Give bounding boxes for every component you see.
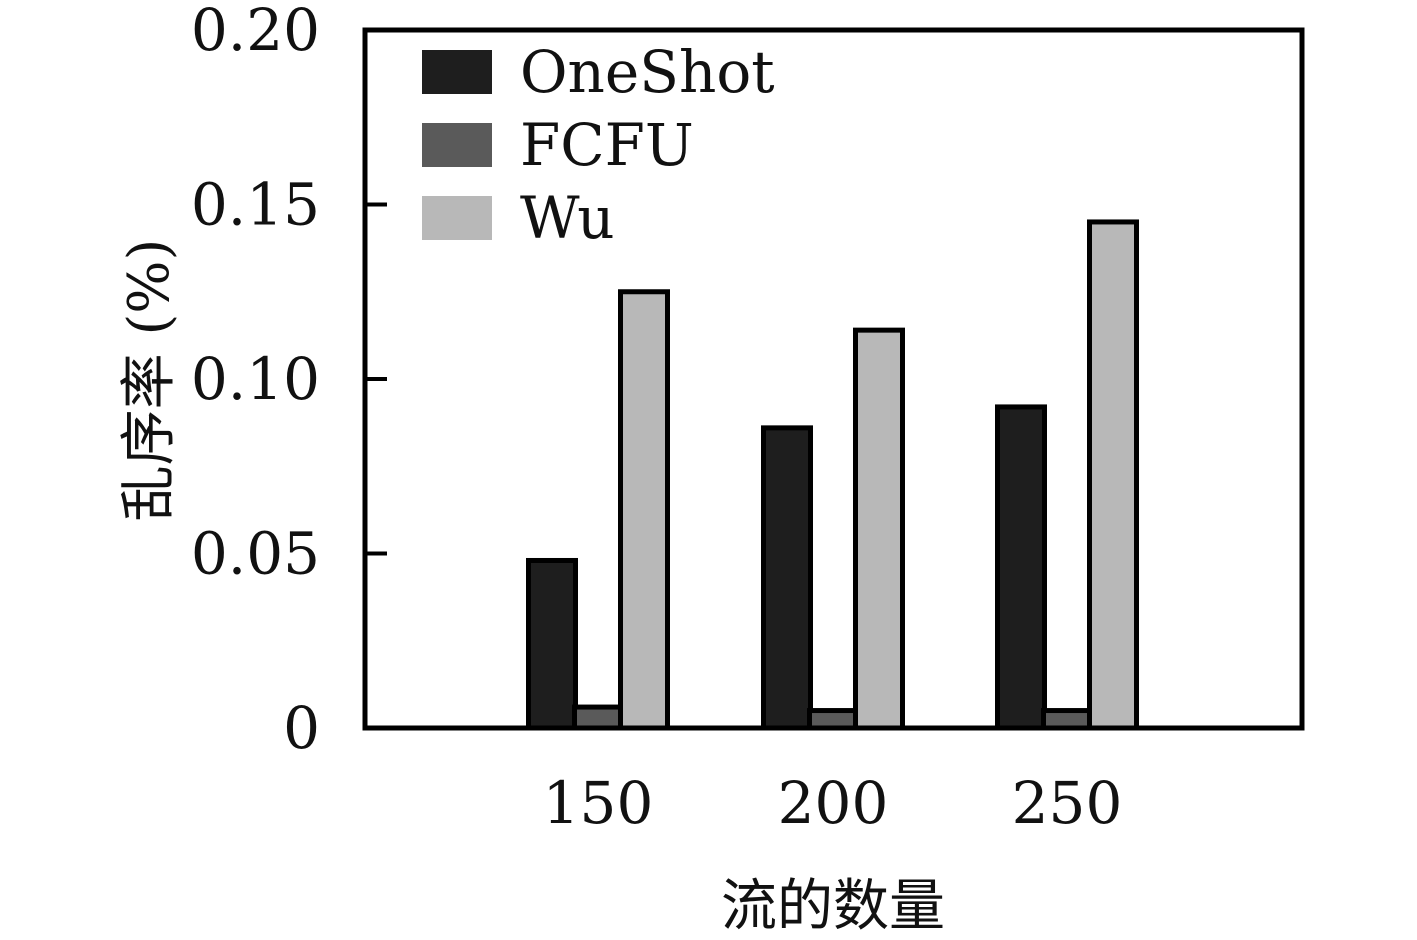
bars bbox=[526, 219, 1139, 731]
legend-swatch-fcfu bbox=[422, 123, 492, 167]
y-tick-label: 0.10 bbox=[191, 345, 320, 413]
bar-fcfu-150 bbox=[572, 704, 624, 731]
plot-frame bbox=[362, 27, 1305, 731]
bar-wu-150 bbox=[618, 289, 670, 731]
bar-oneshot-250 bbox=[995, 404, 1047, 731]
bar-oneshot-150 bbox=[526, 557, 578, 731]
x-tick-label: 150 bbox=[543, 769, 654, 837]
x-tick-label: 250 bbox=[1012, 769, 1123, 837]
y-axis-title: 乱序率 (%) bbox=[117, 239, 182, 522]
legend-label-wu: Wu bbox=[520, 184, 615, 252]
legend-swatch-wu bbox=[422, 196, 492, 240]
legend-label-oneshot: OneShot bbox=[520, 38, 775, 106]
y-axis: 0 0.05 0.10 0.15 0.20 bbox=[191, 0, 387, 762]
y-tick-label: 0.20 bbox=[191, 0, 320, 64]
x-axis: 150 200 250 bbox=[543, 769, 1123, 837]
y-tick-label: 0.05 bbox=[191, 520, 320, 588]
y-tick-label: 0 bbox=[283, 694, 320, 762]
bar-oneshot-200 bbox=[761, 425, 813, 731]
bar-fcfu-200 bbox=[807, 708, 859, 731]
legend-swatch-oneshot bbox=[422, 50, 492, 94]
bar-wu-200 bbox=[853, 327, 905, 731]
y-tick-label: 0.15 bbox=[191, 171, 320, 239]
bar-fcfu-250 bbox=[1041, 708, 1093, 731]
x-axis-title: 流的数量 bbox=[721, 874, 945, 939]
bar-wu-250 bbox=[1087, 219, 1139, 731]
x-tick-label: 200 bbox=[778, 769, 889, 837]
legend-label-fcfu: FCFU bbox=[520, 111, 694, 179]
